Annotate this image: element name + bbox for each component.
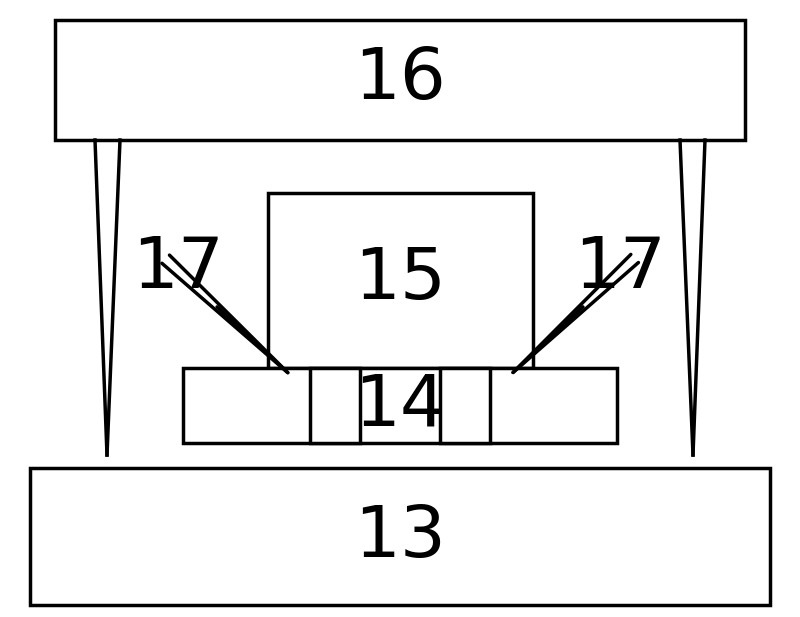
Text: 14: 14 bbox=[354, 371, 446, 441]
Text: 17: 17 bbox=[132, 233, 224, 302]
Text: 13: 13 bbox=[354, 502, 446, 571]
Text: 17: 17 bbox=[574, 233, 666, 302]
Bar bbox=[55, 20, 745, 140]
Bar bbox=[268, 193, 533, 368]
Text: 16: 16 bbox=[354, 46, 446, 115]
Bar bbox=[440, 368, 490, 443]
Bar bbox=[310, 368, 360, 443]
Bar bbox=[183, 368, 617, 443]
Text: 15: 15 bbox=[354, 246, 446, 315]
Bar bbox=[30, 468, 770, 605]
